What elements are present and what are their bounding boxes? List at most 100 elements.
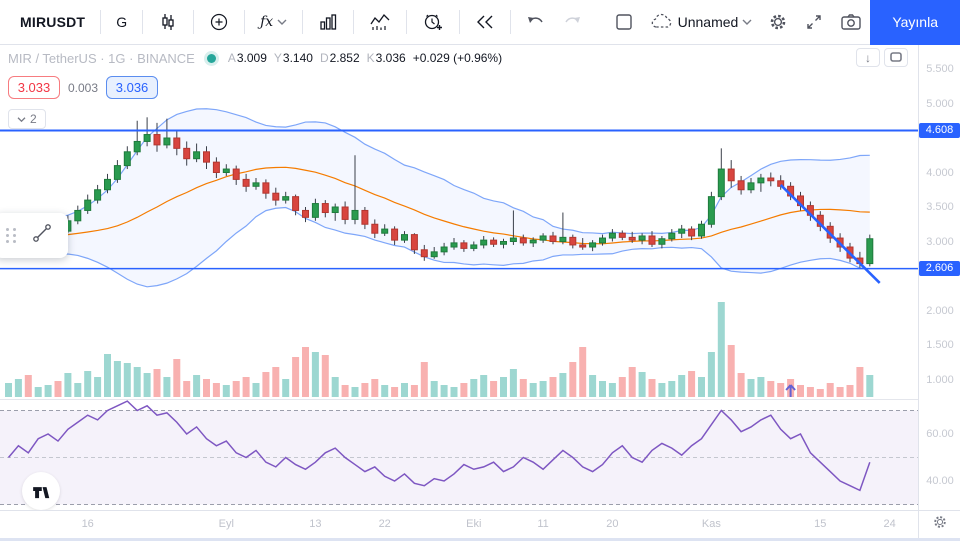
alert-button[interactable]	[414, 6, 452, 38]
maximize-pane-button[interactable]	[884, 48, 908, 67]
candle-body	[173, 137, 181, 149]
scroll-to-realtime-button[interactable]: ↓	[856, 48, 880, 67]
publish-button[interactable]: Yayınla	[870, 0, 960, 45]
snapshot-button[interactable]	[832, 6, 870, 38]
candle-body	[569, 236, 577, 246]
volume-bar	[331, 377, 339, 397]
low-value: 2.852	[329, 51, 360, 65]
volume-bar	[123, 363, 131, 397]
volume-bar	[282, 379, 290, 397]
indicator-templates-button[interactable]	[310, 6, 346, 38]
divider	[406, 10, 408, 34]
volume-bar	[569, 362, 577, 397]
candle-body	[104, 178, 111, 191]
down-arrow-icon: ↓	[865, 50, 871, 65]
divider	[193, 10, 195, 34]
candle-body	[163, 137, 171, 146]
volume-bar	[797, 385, 804, 397]
time-axis[interactable]: 16 Eyl 13 22 Eki 11 20 Kas 15 24	[0, 510, 960, 538]
candlestick-icon	[158, 12, 178, 32]
drag-handle[interactable]	[6, 228, 17, 243]
change-value: +0.029 (+0.96%)	[412, 51, 503, 65]
indicators-button[interactable]: ƒx	[252, 6, 295, 38]
candle-body	[698, 223, 705, 237]
redo-button[interactable]	[554, 6, 590, 38]
volume-bar	[420, 362, 428, 397]
candle-body	[212, 161, 220, 174]
candle-body	[391, 228, 399, 241]
candle-body	[539, 235, 547, 241]
settings-button[interactable]	[760, 6, 796, 38]
axis-settings-corner[interactable]	[918, 510, 960, 538]
replay-button[interactable]	[467, 6, 503, 38]
single-layout-icon	[614, 12, 634, 32]
maximize-icon	[890, 51, 902, 65]
undo-button[interactable]	[518, 6, 554, 38]
volume-bar	[193, 375, 201, 397]
volume-bar	[589, 375, 597, 397]
trend-line-icon	[30, 221, 54, 250]
volume-bar	[133, 367, 141, 397]
compare-button[interactable]	[201, 6, 237, 38]
volume-bar	[371, 379, 379, 397]
time-tick: 24	[883, 518, 896, 530]
volume-bar	[549, 377, 557, 397]
candle-body	[232, 168, 240, 180]
candle-body	[707, 196, 715, 225]
candle-body	[668, 232, 676, 240]
tradingview-logo[interactable]	[22, 472, 60, 510]
time-tick: Eki	[466, 518, 482, 530]
candle-body	[361, 209, 369, 225]
price-tick: 5.500	[926, 63, 954, 75]
save-layout-button[interactable]: Unnamed	[642, 6, 761, 38]
volume-bar	[856, 367, 864, 397]
camera-icon	[840, 13, 862, 31]
market-status-dot[interactable]	[206, 53, 216, 63]
indicators-collapse-button[interactable]: 2	[8, 109, 46, 129]
chart-type-button[interactable]	[150, 6, 186, 38]
sell-bid-button[interactable]: 3.033	[8, 76, 60, 99]
volume-bar	[94, 377, 102, 397]
volume-bar	[579, 347, 587, 397]
candle-body	[579, 244, 587, 248]
volume-bar	[113, 361, 121, 397]
volume-bar	[757, 377, 765, 397]
spread-value: 0.003	[68, 80, 99, 95]
volume-bar	[24, 375, 32, 397]
forecast-tools-button[interactable]	[361, 6, 399, 38]
volume-bar	[232, 381, 240, 397]
pane-separator[interactable]	[0, 399, 960, 400]
volume-bar	[84, 371, 92, 397]
candle-body	[549, 235, 557, 242]
candle-body	[678, 228, 686, 234]
fullscreen-button[interactable]	[796, 6, 832, 38]
trend-line-tool-button[interactable]	[25, 219, 59, 253]
volume-bar	[836, 387, 844, 397]
price-scale[interactable]: 5.500 5.000 4.000 3.500 3.000 2.000 1.500 1.000…	[918, 45, 960, 510]
bollinger-lower-band	[8, 206, 870, 288]
open-value: 3.009	[236, 51, 267, 65]
volume-bar	[688, 371, 696, 397]
candle-body	[727, 168, 735, 182]
candle-body	[450, 242, 458, 248]
volume-bar	[104, 354, 111, 397]
price-tick: 5.000	[926, 97, 954, 110]
volume-bar	[163, 377, 171, 397]
low-label: D	[319, 51, 329, 65]
volume-bar	[470, 379, 478, 397]
symbol-description[interactable]: MIR / TetherUS · 1G · BINANCE	[8, 50, 195, 66]
volume-bar	[450, 387, 458, 397]
symbol-button[interactable]: MIRUSDT	[20, 14, 86, 30]
close-label: K	[366, 51, 375, 65]
chart-legend: MIR / TetherUS · 1G · BINANCE A3.009 Y3.…	[8, 49, 502, 129]
buy-ask-button[interactable]: 3.036	[106, 76, 159, 99]
candle-body	[183, 147, 191, 160]
undo-arrow-icon	[526, 14, 546, 30]
layout-grid-button[interactable]	[606, 6, 642, 38]
rsi-tick: 40.00	[926, 475, 954, 487]
close-value: 3.036	[375, 51, 406, 65]
interval-button[interactable]: G	[116, 14, 128, 30]
candle-body	[509, 237, 517, 243]
price-chart-canvas[interactable]	[0, 45, 918, 510]
time-tick: 11	[537, 518, 549, 530]
